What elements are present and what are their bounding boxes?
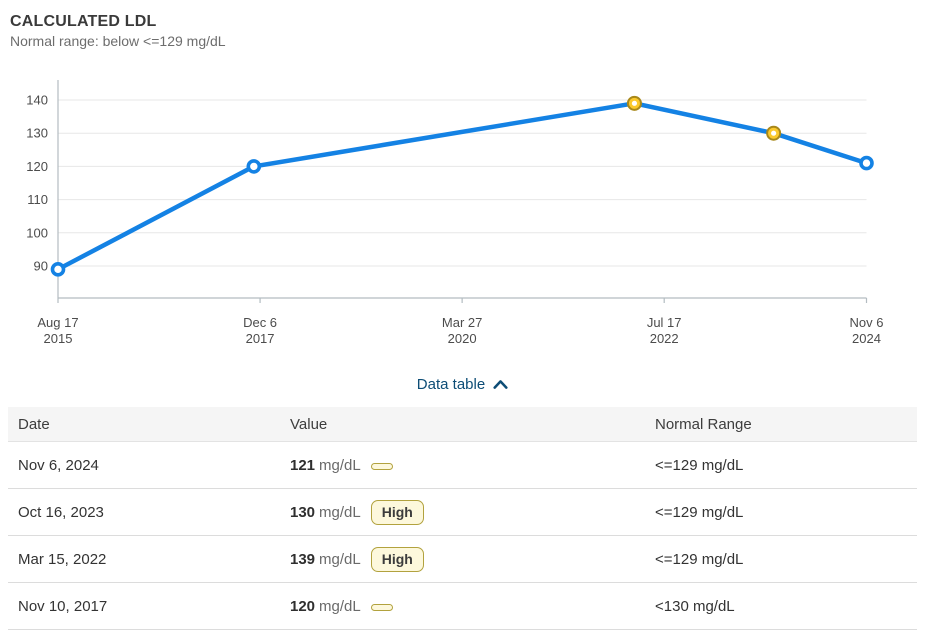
result-date: Nov 6, 2024 <box>8 441 290 489</box>
x-axis-tick-label: 2015 <box>44 331 73 346</box>
table-row: Nov 6, 2024 121 mg/dL <=129 mg/dL <box>8 441 917 489</box>
y-axis-tick-label: 140 <box>26 93 48 108</box>
table-header-row: Date Value Normal Range <box>8 407 917 442</box>
y-axis-tick-label: 100 <box>26 225 48 240</box>
data-table-toggle-label: Data table <box>416 376 486 393</box>
result-unit: mg/dL <box>319 550 361 568</box>
y-axis-tick-label: 130 <box>26 126 48 141</box>
trend-line <box>55 101 869 272</box>
result-unit: mg/dL <box>319 503 361 521</box>
data-table-toggle-row: Data table <box>0 376 925 398</box>
table-row: Mar 15, 2022 139 mg/dL High <=129 mg/dL <box>8 535 917 583</box>
y-axis-tick-label: 90 <box>34 259 48 274</box>
result-unit: mg/dL <box>319 597 361 615</box>
panel-header: CALCULATED LDL Normal range: below <=129… <box>0 0 925 50</box>
y-axis-tick-label: 110 <box>27 192 48 207</box>
result-number: 139 <box>290 550 316 568</box>
data-point-center <box>771 130 777 136</box>
x-axis-tick-label: Nov 6 <box>850 315 884 330</box>
x-axis-tick-label: Aug 17 <box>37 315 78 330</box>
table-row: Nov 10, 2017 120 mg/dL <130 mg/dL <box>8 582 917 630</box>
data-point-center <box>631 100 638 106</box>
y-axis-tick-label: 120 <box>26 159 48 174</box>
high-flag-badge: High <box>370 546 424 572</box>
result-date: Mar 15, 2022 <box>8 535 290 583</box>
chevron-up-icon <box>493 380 508 389</box>
results-table: Date Value Normal Range Nov 6, 2024 121 m… <box>8 407 917 630</box>
x-axis-tick-label: 2022 <box>650 331 679 346</box>
result-unit: mg/dL <box>319 456 361 474</box>
table-row: Oct 16, 2023 130 mg/dL High <=129 mg/dL <box>8 488 917 536</box>
result-value: 139 mg/dL High <box>290 535 655 583</box>
result-normal-range: <=129 mg/dL <box>655 535 917 583</box>
data-point-marker[interactable] <box>246 159 262 174</box>
normal-range-subtitle: Normal range: below <=129 mg/dL <box>10 33 226 49</box>
high-flag-badge <box>370 603 393 611</box>
x-axis-tick-label: 2017 <box>246 331 275 346</box>
result-normal-range: <130 mg/dL <box>655 582 917 630</box>
data-table-toggle-button[interactable]: Data table <box>417 376 508 393</box>
column-header-value: Value <box>290 407 655 442</box>
column-header-normal-range: Normal Range <box>655 407 917 442</box>
result-normal-range: <=129 mg/dL <box>655 488 917 536</box>
data-point-marker[interactable] <box>50 262 66 277</box>
data-point-marker[interactable] <box>859 155 874 171</box>
result-number: 121 <box>290 456 316 474</box>
result-date: Nov 10, 2017 <box>8 582 290 630</box>
page-title: CALCULATED LDL <box>10 13 157 30</box>
result-normal-range: <=129 mg/dL <box>655 441 917 489</box>
result-date: Oct 16, 2023 <box>8 488 290 536</box>
x-axis-tick-label: Mar 27 <box>442 315 482 330</box>
high-flag-badge: High <box>370 499 424 525</box>
high-flag-badge <box>370 462 393 470</box>
x-axis-tick-label: Jul 17 <box>647 315 682 330</box>
result-number: 120 <box>290 597 316 615</box>
column-header-date: Date <box>8 407 290 442</box>
x-axis-tick-label: 2020 <box>448 331 477 346</box>
result-value: 130 mg/dL High <box>290 488 655 536</box>
result-value: 120 mg/dL <box>290 582 655 630</box>
x-axis-tick-label: Dec 6 <box>243 315 277 330</box>
x-axis-tick-label: 2024 <box>852 331 881 346</box>
result-value: 121 mg/dL <box>290 441 655 489</box>
result-number: 130 <box>290 503 316 521</box>
